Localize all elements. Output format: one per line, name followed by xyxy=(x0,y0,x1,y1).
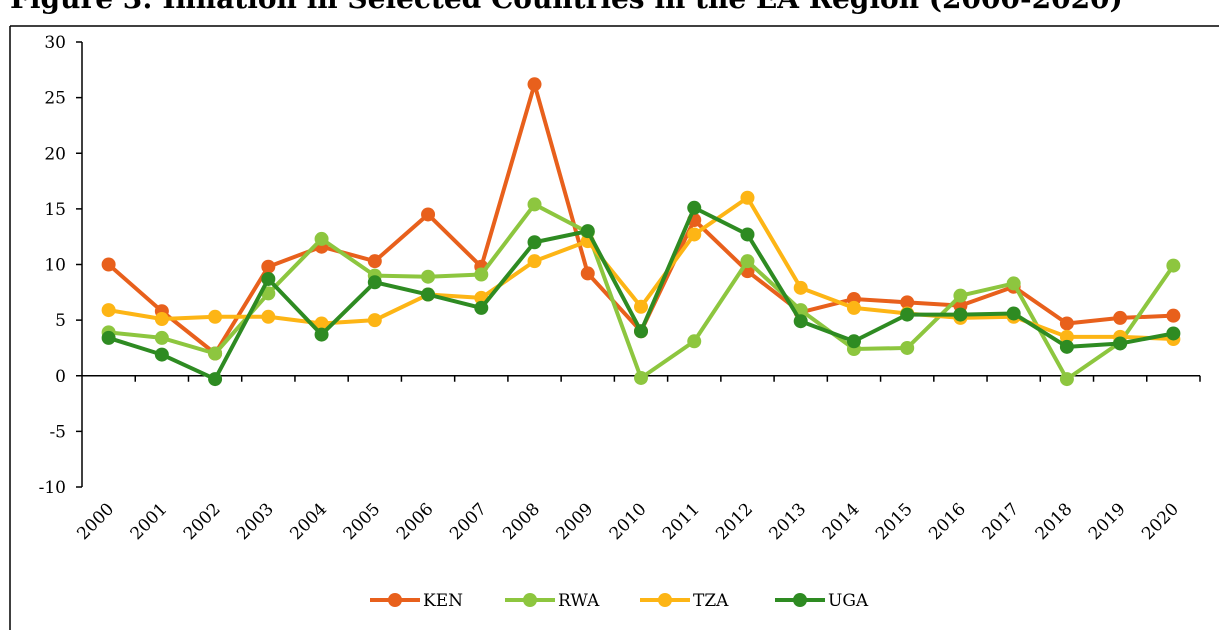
data-point xyxy=(474,267,489,282)
legend-label: KEN xyxy=(423,591,463,611)
y-tick-label: 25 xyxy=(44,89,66,109)
data-point xyxy=(527,254,542,269)
data-point xyxy=(580,266,595,281)
data-point xyxy=(634,299,648,314)
data-point xyxy=(101,330,116,345)
data-point xyxy=(208,346,223,361)
data-point xyxy=(900,295,915,310)
data-point xyxy=(634,324,648,339)
legend-marker xyxy=(388,593,402,607)
legend-marker xyxy=(658,593,672,607)
legend-marker xyxy=(523,593,537,607)
data-point xyxy=(687,200,702,215)
data-point xyxy=(740,227,755,242)
data-point xyxy=(1006,306,1021,321)
chart-title: Figure 3: Inflation in Selected Countrie… xyxy=(10,0,1123,15)
data-point xyxy=(846,334,861,349)
data-point xyxy=(1113,310,1128,325)
y-tick-label: -5 xyxy=(49,422,66,442)
data-point xyxy=(740,190,755,205)
data-point xyxy=(793,314,808,329)
data-point xyxy=(1166,258,1181,273)
y-tick-label: -10 xyxy=(39,478,66,498)
y-tick-label: 30 xyxy=(44,33,66,53)
y-tick-label: 10 xyxy=(44,256,66,276)
data-point xyxy=(314,231,329,246)
data-point xyxy=(1166,308,1181,323)
legend-label: TZA xyxy=(693,591,729,611)
legend-label: UGA xyxy=(828,591,869,611)
data-point xyxy=(421,207,436,222)
y-tick-label: 0 xyxy=(55,367,66,387)
data-point xyxy=(421,269,436,284)
data-point xyxy=(367,254,382,269)
data-point xyxy=(261,271,276,286)
data-point xyxy=(208,372,223,387)
data-point xyxy=(1059,329,1074,344)
data-point xyxy=(261,309,276,324)
data-point xyxy=(846,300,861,315)
data-point xyxy=(1059,339,1074,354)
data-point xyxy=(740,254,755,269)
data-point xyxy=(474,300,489,315)
legend-marker xyxy=(793,593,807,607)
data-point xyxy=(687,334,702,349)
data-point xyxy=(527,197,542,212)
data-point xyxy=(314,316,329,331)
data-point xyxy=(154,330,169,345)
data-point xyxy=(314,327,329,342)
data-point xyxy=(953,307,968,322)
data-point xyxy=(421,287,436,302)
data-point xyxy=(1059,372,1074,387)
data-point xyxy=(634,370,648,385)
data-point xyxy=(527,235,542,250)
data-point xyxy=(101,257,116,272)
data-point xyxy=(687,227,702,242)
y-tick-label: 20 xyxy=(44,144,66,164)
data-point xyxy=(1059,316,1074,331)
data-point xyxy=(367,313,382,328)
legend-label: RWA xyxy=(558,591,600,611)
data-point xyxy=(793,280,808,295)
data-point xyxy=(154,347,169,362)
y-tick-label: 5 xyxy=(55,311,66,331)
data-point xyxy=(208,309,223,324)
data-point xyxy=(580,224,595,239)
data-point xyxy=(261,286,276,301)
data-point xyxy=(953,288,968,303)
data-point xyxy=(900,307,915,322)
data-point xyxy=(101,303,116,318)
data-point xyxy=(1166,326,1181,341)
data-point xyxy=(527,77,542,92)
data-point xyxy=(154,312,169,327)
data-point xyxy=(261,259,276,274)
y-tick-label: 15 xyxy=(44,200,66,220)
data-point xyxy=(900,340,915,355)
data-point xyxy=(1006,276,1021,291)
data-point xyxy=(1113,336,1128,351)
data-point xyxy=(367,275,382,290)
